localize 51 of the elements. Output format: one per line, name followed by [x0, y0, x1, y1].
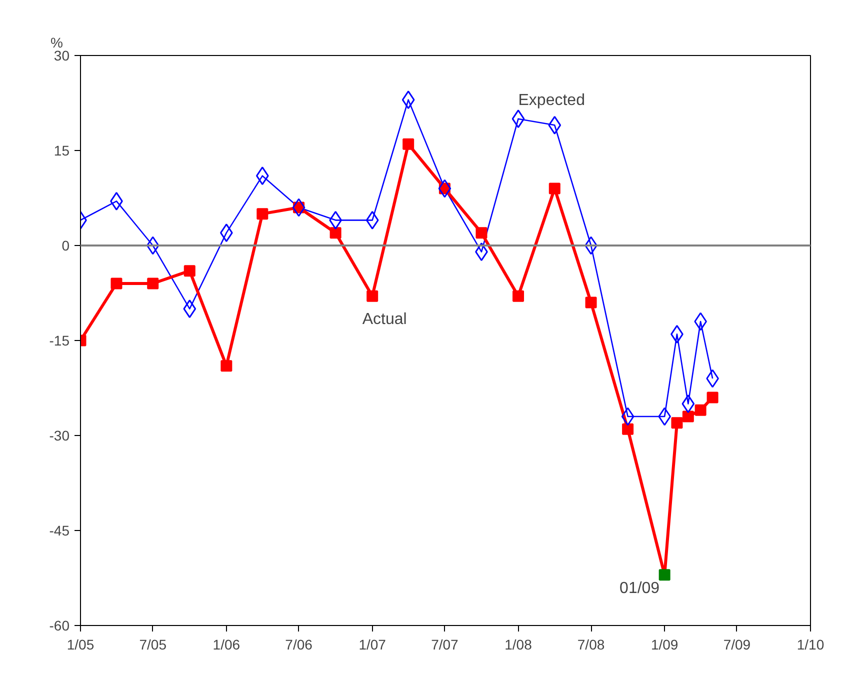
point	[183, 300, 196, 318]
point	[292, 198, 306, 217]
x-tick-label: 1/10	[796, 636, 824, 652]
point	[256, 208, 268, 220]
annotation: Actual	[362, 311, 407, 328]
point	[512, 290, 524, 302]
point	[682, 394, 695, 414]
point	[402, 138, 414, 150]
x-tick-label: 1/06	[212, 636, 240, 652]
y-tick-label: -45	[49, 522, 70, 538]
x-tick-label: 1/08	[504, 636, 532, 652]
point	[548, 182, 560, 194]
x-tick-label: 7/05	[139, 636, 167, 652]
point	[147, 278, 159, 290]
point	[694, 404, 706, 416]
point	[110, 278, 122, 290]
point	[256, 166, 269, 186]
point	[585, 296, 597, 308]
x-tick-label: 7/06	[285, 636, 313, 652]
y-tick-label: -60	[49, 618, 70, 634]
point	[366, 210, 379, 230]
point	[671, 417, 683, 429]
y-tick-label: 15	[54, 142, 70, 158]
point	[512, 110, 525, 128]
point	[184, 265, 196, 277]
y-tick-label: 0	[62, 238, 70, 254]
point	[220, 360, 232, 372]
point	[622, 423, 634, 435]
x-tick-label: 1/05	[66, 636, 94, 652]
point	[682, 410, 694, 422]
point	[658, 569, 670, 581]
y-axis-title: %	[50, 34, 63, 50]
y-tick-label: -15	[49, 332, 70, 348]
x-tick-label: 7/07	[431, 636, 459, 652]
x-tick-label: 7/09	[723, 636, 751, 652]
annotation: 01/09	[620, 580, 660, 597]
x-tick-label: 1/07	[358, 636, 386, 652]
y-tick-label: -30	[49, 428, 70, 444]
annotation: Expected	[518, 92, 585, 109]
point	[146, 236, 160, 255]
y-tick-label: 30	[54, 48, 70, 64]
point	[438, 179, 452, 198]
point	[548, 116, 562, 134]
point	[621, 407, 634, 426]
point	[330, 227, 342, 239]
point	[402, 90, 415, 110]
point	[366, 290, 378, 302]
point	[476, 227, 488, 239]
x-tick-label: 7/08	[577, 636, 605, 652]
x-tick-label: 1/09	[650, 636, 678, 652]
point	[706, 392, 718, 404]
